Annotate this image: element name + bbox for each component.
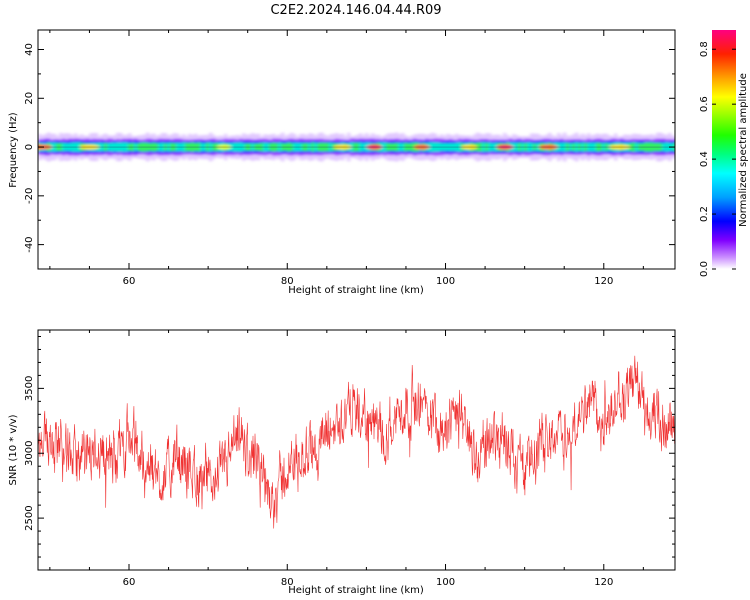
snr-panel: 60 80 100 120 2500 3000 3500 Height of straig… [8,329,676,596]
snr-xtick-label: 120 [594,577,613,588]
colorbar-tick-label: 0.4 [699,151,710,167]
snr-x-ticks: 60 80 100 120 [49,330,644,588]
spectrogram-heatmap [38,132,675,162]
spectrogram-ytick-label: 0 [24,144,35,150]
spectrogram-ytick-label: 40 [24,43,35,56]
spectrogram-frame [37,29,676,270]
snr-ytick-label: 2500 [24,505,35,530]
colorbar-tick-label: 0.0 [699,261,710,277]
spectrogram-xtick-label: 120 [594,276,613,287]
spectrogram-x-label: Height of straight line (km) [288,285,424,296]
spectrogram-panel: 60 80 100 120 40 20 0 -20 -40 Height of straigh… [8,29,676,296]
snr-xtick-label: 60 [123,577,136,588]
snr-x-label: Height of straight line (km) [288,585,424,596]
colorbar-ticks: 0.0 0.2 0.4 0.6 0.8 [699,41,736,277]
snr-series-line [38,355,675,529]
colorbar-label: Normalized spectral amplitude [738,73,749,227]
snr-ytick-label: 3000 [24,441,35,466]
snr-xtick-label: 100 [436,577,455,588]
snr-frame [37,329,676,571]
spectrogram-xtick-label: 80 [281,276,294,287]
spectrogram-y-label: Frequency (Hz) [8,112,19,188]
colorbar-tick-label: 0.2 [699,206,710,222]
figure-title: C2E2.2024.146.04.44.R09 [270,3,441,18]
spectrogram-xtick-label: 60 [123,276,136,287]
spectrogram-ytick-label: -40 [24,236,35,252]
colorbar-tick-label: 0.6 [699,96,710,112]
snr-plot-area [38,330,675,570]
colorbar-tick-label: 0.8 [699,41,710,57]
spectrogram-ytick-label: -20 [24,188,35,204]
snr-xtick-label: 80 [281,577,294,588]
snr-y-label: SNR (10 * v/v) [8,414,19,485]
spectrogram-xtick-label: 100 [436,276,455,287]
spectrogram-y-ticks: 40 20 0 -20 -40 [24,43,675,270]
snr-ytick-label: 3500 [24,376,35,401]
spectrogram-ytick-label: 20 [24,92,35,105]
spectrogram-x-ticks: 60 80 100 120 [49,30,644,287]
colorbar-gradient [712,30,736,269]
snr-y-ticks: 2500 3000 3500 [24,335,675,558]
colorbar: 0.0 0.2 0.4 0.6 0.8 Normalized spectral ampl… [699,30,749,277]
